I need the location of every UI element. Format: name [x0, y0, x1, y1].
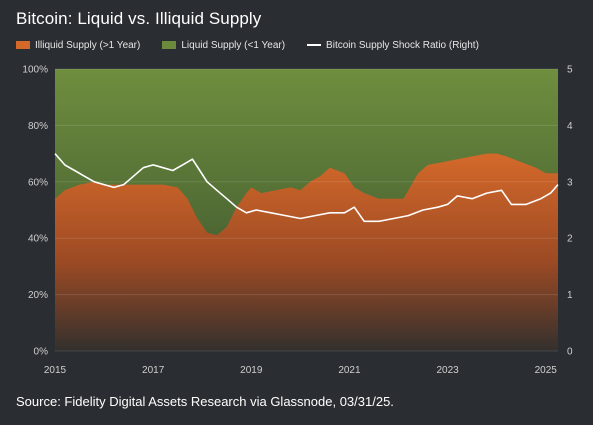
- y-left-tick-label: 100%: [22, 65, 48, 76]
- legend-label-liquid: Liquid Supply (<1 Year): [181, 39, 286, 51]
- y-left-tick-label: 80%: [28, 121, 48, 132]
- x-tick-label: 2015: [44, 365, 67, 376]
- chart-plot: 0% 20% 40% 60% 80% 100% 0 1 2 3 4 5 2015 2017 2019 2021…: [22, 65, 573, 377]
- x-tick-label: 2021: [338, 365, 361, 376]
- legend-label-shock-ratio: Bitcoin Supply Shock Ratio (Right): [326, 39, 479, 51]
- y-right-tick-label: 1: [567, 290, 573, 301]
- chart-legend: Illiquid Supply (>1 Year) Liquid Supply …: [16, 38, 479, 52]
- y-right-tick-label: 2: [567, 234, 573, 245]
- y-right-tick-label: 0: [567, 347, 573, 358]
- y-left-tick-label: 20%: [28, 290, 48, 301]
- liquid-swatch-icon: [162, 41, 177, 49]
- shock-ratio-line: [54, 153, 559, 223]
- x-tick-label: 2023: [436, 365, 459, 376]
- chart-title: Bitcoin: Liquid vs. Illiquid Supply: [16, 9, 262, 28]
- legend-label-illiquid: Illiquid Supply (>1 Year): [35, 39, 141, 51]
- y-left-tick-label: 0%: [34, 347, 49, 358]
- illiquid-supply-area: [55, 153, 558, 351]
- shock-ratio-line-icon: [307, 44, 322, 46]
- x-tick-label: 2017: [142, 365, 165, 376]
- legend-item-shock-ratio: Bitcoin Supply Shock Ratio (Right): [307, 40, 479, 51]
- y-right-tick-label: 4: [567, 121, 573, 132]
- legend-item-illiquid: Illiquid Supply (>1 Year): [16, 40, 140, 51]
- y-left-tick-label: 60%: [28, 177, 48, 188]
- y-left-tick-label: 40%: [28, 234, 48, 245]
- illiquid-swatch-icon: [16, 41, 30, 49]
- y-right-tick-label: 3: [567, 177, 573, 188]
- source-note: Source: Fidelity Digital Assets Research…: [16, 394, 394, 409]
- x-tick-label: 2019: [240, 365, 263, 376]
- x-tick-label: 2025: [535, 365, 558, 376]
- legend-item-liquid: Liquid Supply (<1 Year): [162, 40, 285, 51]
- y-right-tick-label: 5: [567, 65, 573, 76]
